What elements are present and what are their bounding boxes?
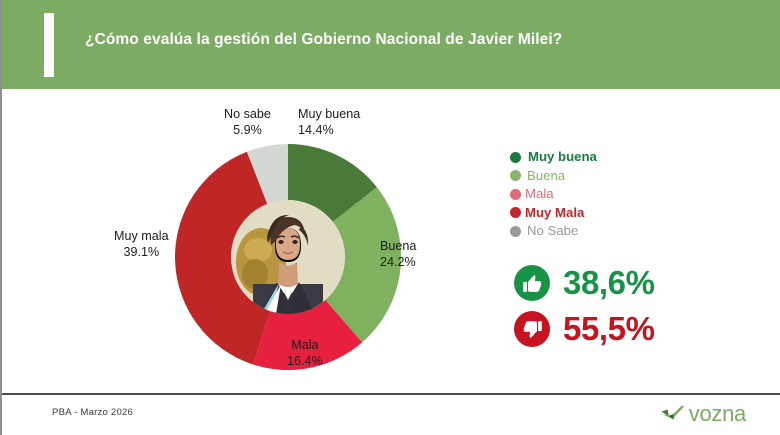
negative-score-row: 55,5%	[514, 307, 655, 351]
footer-divider	[2, 393, 780, 395]
slice-label-mala: Mala 16.4%	[287, 338, 323, 369]
legend-dot-icon-buena	[510, 170, 521, 182]
legend-label-muy-buena: Muy buena	[528, 149, 597, 165]
slice-label-mala-pct: 16.4%	[287, 353, 323, 368]
page-title: ¿Cómo evalúa la gestión del Gobierno Nac…	[85, 31, 563, 48]
brand-logo: vozna	[660, 402, 746, 426]
thumbs-up-icon	[514, 265, 550, 301]
legend-label-buena: Buena	[527, 167, 566, 183]
approval-summary: 38,6% 55,5%	[514, 261, 655, 353]
legend-item-muy-buena[interactable]: Muy buena	[510, 148, 700, 167]
positive-score-value: 38,6%	[563, 264, 655, 301]
slice-mala[interactable]	[253, 299, 363, 371]
slide-header: ¿Cómo evalúa la gestión del Gobierno Nac…	[2, 0, 780, 89]
legend-label-mala: Mala	[525, 186, 554, 202]
slice-label-muy-buena: Muy buena 14.4%	[298, 107, 360, 138]
legend-dot-icon-muy-mala	[510, 207, 521, 219]
slice-label-muy-mala: Muy mala 39.1%	[114, 229, 169, 260]
portrait-illustration	[231, 200, 345, 314]
slide-footer: PBA - Marzo 2026 vozna	[2, 395, 780, 435]
legend-dot-icon-no-sabe	[510, 225, 521, 237]
center-portrait-javier-milei	[231, 200, 345, 314]
header-accent-bar	[44, 13, 54, 77]
legend-item-buena[interactable]: Buena	[510, 167, 700, 186]
slice-muy-mala[interactable]	[175, 151, 271, 365]
legend-dot-icon-mala	[510, 188, 521, 200]
legend-label-no-sabe: No Sabe	[527, 223, 579, 239]
slice-label-buena-name: Buena	[380, 239, 417, 253]
vozna-check-icon	[661, 405, 684, 420]
slice-label-no-sabe-name: No sabe	[224, 107, 271, 121]
thumbs-down-icon	[514, 311, 550, 347]
donut-chart-svg	[175, 144, 402, 371]
legend-item-mala[interactable]: Mala	[510, 185, 700, 204]
slice-label-no-sabe: No sabe 5.9%	[224, 107, 271, 138]
brand-name: vozna	[688, 401, 747, 426]
slice-label-muy-mala-pct: 39.1%	[123, 244, 160, 259]
slice-label-buena: Buena 24.2%	[380, 239, 416, 270]
slice-label-muy-buena-pct: 14.4%	[298, 122, 334, 137]
slice-buena[interactable]	[324, 187, 402, 343]
legend-label-muy-mala: Muy Mala	[525, 204, 585, 220]
slice-label-muy-mala-name: Muy mala	[114, 229, 169, 243]
legend-dot-icon-muy-buena	[510, 151, 521, 163]
legend-item-muy-mala[interactable]: Muy Mala	[510, 204, 700, 223]
slice-label-mala-name: Mala	[291, 338, 319, 352]
slice-muy-buena[interactable]	[288, 144, 377, 223]
negative-score-value: 55,5%	[563, 310, 655, 347]
chart-body: No sabe 5.9% Muy buena 14.4% Buena 24.2%…	[2, 89, 780, 393]
slice-label-muy-buena-name: Muy buena	[298, 107, 361, 121]
legend-item-no-sabe[interactable]: No Sabe	[510, 222, 700, 241]
footer-note: PBA - Marzo 2026	[52, 407, 134, 418]
donut-chart	[172, 141, 404, 373]
chart-legend: Muy buena Buena Mala Muy Mala No Sabe	[510, 148, 700, 241]
slice-label-buena-pct: 24.2%	[380, 254, 416, 269]
slice-label-no-sabe-pct: 5.9%	[233, 122, 262, 137]
positive-score-row: 38,6%	[514, 261, 655, 305]
slice-no-sabe[interactable]	[246, 144, 288, 205]
